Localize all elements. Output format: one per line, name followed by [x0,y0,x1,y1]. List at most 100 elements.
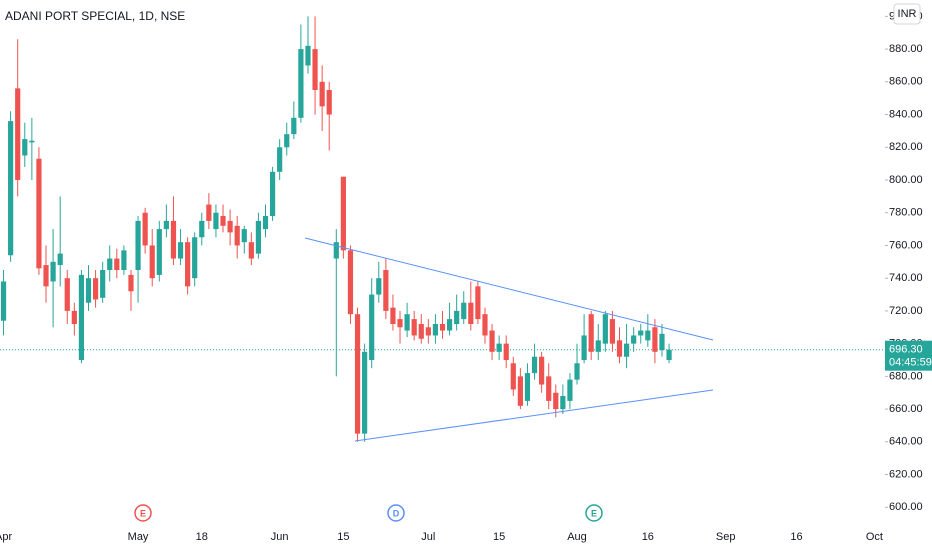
y-tick-label: 860.00 [889,76,923,88]
candle-body [397,319,403,328]
candle-body [666,349,672,360]
candle-body [291,117,297,135]
candle-body [319,81,325,107]
candle-body [446,319,453,331]
candle-body [383,270,389,311]
event-marker [387,504,405,522]
candle-body [312,49,318,90]
last-price-box [885,340,932,371]
candle-body [631,335,637,344]
candle-body [588,314,594,352]
trend-line-lower [354,389,714,442]
y-tick-label: 720.00 [889,305,923,317]
candle-body [539,356,545,385]
candle-body [560,396,566,410]
candle-body [531,356,538,374]
y-tick-label: 780.00 [889,207,923,219]
y-tick-label: 740.00 [889,272,923,284]
candle-body [213,212,219,230]
candle-body [220,216,226,226]
candle-body [177,242,184,259]
candle-body [22,139,28,156]
y-tick-label: 880.00 [889,43,923,55]
candle-body [36,158,42,269]
y-tick-label: 820.00 [889,141,923,153]
candle-body [347,250,354,315]
candle-body [517,376,523,406]
event-label: E [140,508,146,518]
candle-body [29,140,35,143]
trend-line-upper [304,237,714,341]
candle-body [496,343,502,352]
candle-body [241,229,247,243]
candle-body [439,324,446,331]
last-price-label: 696.30 [889,344,923,356]
candle-body [78,274,85,360]
candle-body [354,314,361,434]
candle-body [121,250,127,270]
candle-body [418,324,424,339]
candle-body [362,351,368,434]
axis-background [885,0,932,550]
candle-body [206,204,212,221]
event-label: D [393,508,400,518]
x-tick-label: 15 [493,531,505,543]
y-tick-label: 660.00 [889,403,923,415]
candle-body [15,88,21,180]
candle-body [489,330,495,352]
candle-body [170,220,177,259]
candle-body [390,307,396,324]
candle-body [510,363,516,390]
x-tick-label: 16 [790,531,802,543]
candle-body [269,171,276,216]
x-tick-label: May [128,531,149,543]
candle-body [623,343,630,357]
candle-body [432,324,439,336]
candle-body [71,310,77,324]
candle-body [461,302,467,320]
candle-body [128,274,134,292]
currency-box [893,3,921,25]
candle-body [652,327,658,352]
event-marker [585,504,603,522]
candle-body [43,265,49,287]
plot-area [0,16,885,442]
candle-body [425,327,431,336]
candle-body [114,258,120,270]
candle-body [156,229,162,275]
y-tick-label: 840.00 [889,108,923,120]
candle-body [609,319,616,344]
candle-body [454,310,460,324]
candle-body [234,225,240,246]
y-tick-label: 640.00 [889,436,923,448]
y-tick-label: 600.00 [889,501,923,513]
candle-body [333,242,339,259]
candle-body [227,220,233,233]
candle-body [574,363,580,380]
candle-body [404,314,410,331]
x-tick-label: 15 [337,531,349,543]
candle-body [595,340,601,352]
candle-body [277,147,283,172]
x-tick-label: Oct [866,531,883,543]
candle-body [64,278,70,311]
candle-body [284,134,290,148]
y-tick-label: 760.00 [889,239,923,251]
candle-body [581,335,587,360]
candle-body [503,343,509,360]
candle-body [468,302,474,324]
candle-body [8,121,14,256]
event-label: E [591,508,597,518]
candle-body [553,392,559,410]
x-tick-label: Aug [567,531,587,543]
y-tick-label: 680.00 [889,370,923,382]
candle-body [305,45,311,66]
candle-body [192,237,198,279]
candle-body [185,242,191,287]
x-tick-label: Sep [716,531,736,543]
candle-body [326,90,332,115]
candle-body [92,278,99,300]
candle-body [638,330,644,336]
x-tick-label: Jul [421,531,435,543]
